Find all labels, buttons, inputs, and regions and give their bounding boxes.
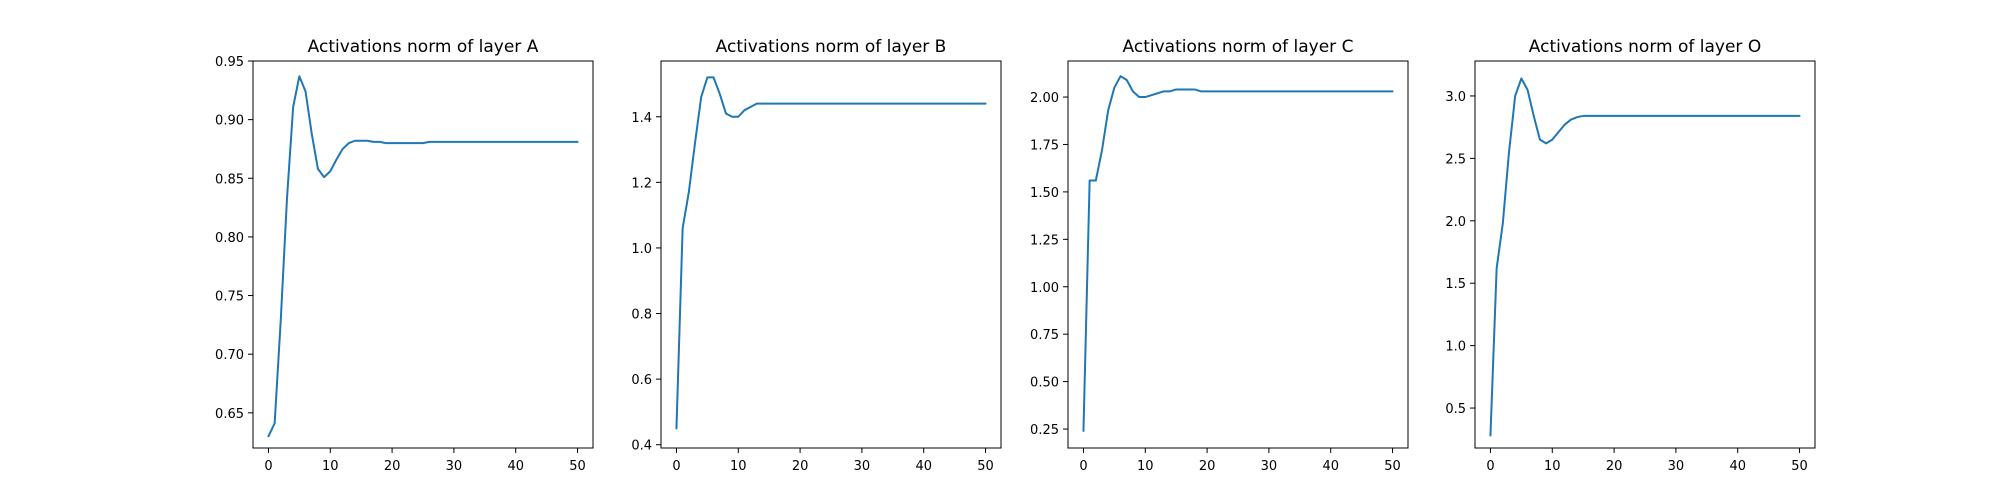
y-tick-label: 0.85 <box>215 172 244 187</box>
x-tick-label: 10 <box>1544 459 1561 474</box>
x-tick-label: 50 <box>1384 459 1401 474</box>
x-tick-label: 10 <box>730 459 747 474</box>
y-tick-label: 2.00 <box>1030 91 1059 106</box>
y-tick-label: 1.00 <box>1030 281 1059 296</box>
x-tick-label: 20 <box>792 459 809 474</box>
y-tick-label: 3.0 <box>1445 90 1466 105</box>
x-tick-label: 10 <box>322 459 339 474</box>
y-tick-label: 1.75 <box>1030 138 1059 153</box>
y-tick-label: 0.6 <box>631 373 652 388</box>
x-tick-label: 30 <box>1261 459 1278 474</box>
chart-title: Activations norm of layer C <box>1123 37 1354 57</box>
y-tick-label: 0.50 <box>1030 376 1059 391</box>
plot-frame <box>660 60 1002 449</box>
y-tick-label: 0.25 <box>1030 423 1059 438</box>
chart-title: Activations norm of layer O <box>1529 37 1761 57</box>
y-tick-label: 1.2 <box>631 176 652 191</box>
x-tick-label: 20 <box>384 459 401 474</box>
y-tick-label: 2.5 <box>1445 152 1466 167</box>
chart-title: Activations norm of layer B <box>716 37 947 57</box>
y-tick-label: 0.4 <box>631 439 652 454</box>
chart-title: Activations norm of layer A <box>308 37 539 57</box>
series-line-1 <box>675 76 987 430</box>
plot-frame <box>1067 60 1409 449</box>
y-tick-label: 1.0 <box>631 242 652 257</box>
chart-panel-4: Activations norm of layer O 0 10 20 30 40 50 0.… <box>1445 37 1816 474</box>
x-tick-label: 10 <box>1137 459 1154 474</box>
y-tick-label: 1.0 <box>1445 340 1466 355</box>
x-tick-label: 50 <box>1791 459 1808 474</box>
x-tick-label: 40 <box>1322 459 1339 474</box>
x-tick-label: 40 <box>915 459 932 474</box>
x-tick-label: 0 <box>1486 459 1494 474</box>
y-tick-label: 2.0 <box>1445 215 1466 230</box>
x-tick-label: 30 <box>446 459 463 474</box>
series-line-1 <box>1489 77 1801 437</box>
plot-frame <box>252 60 594 449</box>
y-tick-label: 1.50 <box>1030 186 1059 201</box>
y-tick-label: 0.5 <box>1445 402 1466 417</box>
y-tick-label: 0.65 <box>215 407 244 422</box>
series-line-1 <box>267 75 579 438</box>
y-tick-label: 0.70 <box>215 348 244 363</box>
x-tick-label: 20 <box>1606 459 1623 474</box>
chart-panel-3: Activations norm of layer C 0 10 20 30 40 50 0.… <box>1030 37 1409 474</box>
y-tick-label: 1.4 <box>631 111 652 126</box>
x-tick-label: 40 <box>507 459 524 474</box>
series-line-1 <box>1082 75 1394 432</box>
y-tick-label: 0.75 <box>1030 328 1059 343</box>
y-tick-label: 1.5 <box>1445 277 1466 292</box>
x-tick-label: 30 <box>1668 459 1685 474</box>
x-tick-label: 0 <box>672 459 680 474</box>
x-tick-label: 0 <box>264 459 272 474</box>
x-tick-label: 30 <box>854 459 871 474</box>
x-tick-label: 50 <box>977 459 994 474</box>
chart-panel-1: Activations norm of layer A 0 10 20 30 40 50 0.… <box>215 37 594 474</box>
y-tick-label: 0.90 <box>215 114 244 129</box>
y-tick-label: 0.80 <box>215 231 244 246</box>
x-tick-label: 40 <box>1729 459 1746 474</box>
y-tick-label: 1.25 <box>1030 233 1059 248</box>
y-tick-label: 0.75 <box>215 290 244 305</box>
y-tick-label: 0.8 <box>631 308 652 323</box>
x-tick-label: 50 <box>569 459 586 474</box>
x-tick-label: 0 <box>1079 459 1087 474</box>
chart-panel-2: Activations norm of layer B 0 10 20 30 40 50 0.… <box>631 37 1002 474</box>
y-tick-label: 0.95 <box>215 55 244 70</box>
x-tick-label: 20 <box>1199 459 1216 474</box>
plot-frame <box>1474 60 1816 449</box>
